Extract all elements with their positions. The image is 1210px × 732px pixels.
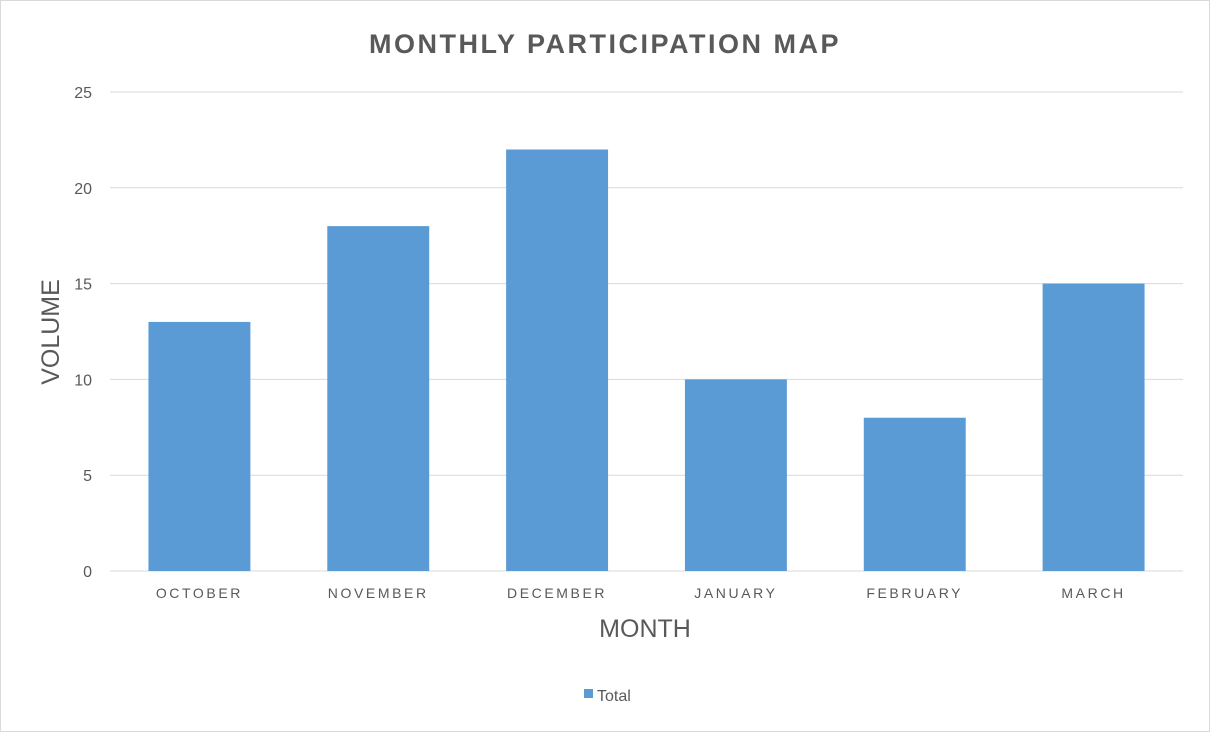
x-tick-label: MARCH [1061,585,1125,601]
x-tick-label: OCTOBER [156,585,243,601]
bar-november [327,226,430,571]
bar-march [1042,283,1145,571]
bar-october [148,321,251,571]
y-axis-ticks: 0 5 10 15 20 25 [74,85,92,581]
bars [148,149,1145,572]
x-axis-title: MONTH [599,615,691,643]
chart-title: MONTHLY PARTICIPATION MAP [369,29,841,59]
x-tick-label: NOVEMBER [328,585,429,601]
y-tick-label: 0 [83,564,92,581]
y-tick-label: 25 [74,85,92,102]
x-axis-ticks: OCTOBER NOVEMBER DECEMBER JANUARY FEBRUARY MA… [156,585,1125,601]
legend: Total [584,688,631,705]
bar-february [863,417,966,571]
x-tick-label: FEBRUARY [866,585,963,601]
legend-label: Total [597,688,631,705]
y-axis-title: VOLUME [37,279,65,385]
bar-december [506,149,609,572]
y-tick-label: 20 [74,181,92,198]
bar-january [684,379,787,571]
gridlines [110,91,1183,572]
x-tick-label: DECEMBER [507,585,607,601]
y-tick-label: 5 [83,468,92,485]
legend-swatch [584,689,593,698]
y-tick-label: 10 [74,372,92,389]
y-tick-label: 15 [74,277,92,294]
x-tick-label: JANUARY [694,585,777,601]
